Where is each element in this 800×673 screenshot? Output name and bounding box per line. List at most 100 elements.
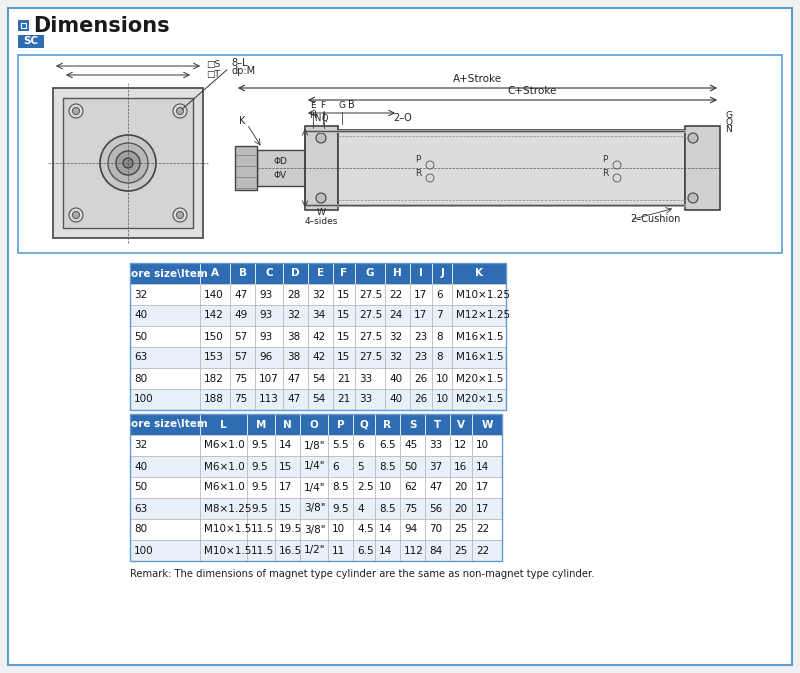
- Text: 42: 42: [312, 332, 326, 341]
- Bar: [353, 477, 375, 498]
- Text: 57: 57: [234, 332, 247, 341]
- Text: 21: 21: [337, 374, 350, 384]
- Text: dp:M: dp:M: [231, 66, 255, 76]
- Text: 93: 93: [259, 289, 272, 299]
- Bar: [425, 477, 450, 498]
- Text: 14: 14: [379, 546, 392, 555]
- Bar: [308, 284, 333, 305]
- Text: 3/8": 3/8": [304, 503, 326, 513]
- Bar: [400, 414, 425, 435]
- Bar: [130, 540, 200, 561]
- Text: 84: 84: [429, 546, 442, 555]
- Text: B: B: [238, 269, 246, 279]
- Text: A+Stroke: A+Stroke: [453, 74, 502, 84]
- Text: 6: 6: [436, 289, 442, 299]
- Bar: [63, 98, 193, 228]
- Bar: [452, 284, 506, 305]
- Text: N: N: [725, 125, 732, 134]
- Bar: [130, 305, 200, 326]
- Text: O: O: [310, 419, 318, 429]
- Text: B: B: [348, 100, 354, 110]
- Circle shape: [69, 104, 83, 118]
- Circle shape: [100, 135, 156, 191]
- Bar: [305, 126, 338, 210]
- Bar: [130, 435, 200, 456]
- Text: 47: 47: [287, 394, 300, 404]
- Text: 7: 7: [436, 310, 442, 320]
- Text: 8: 8: [436, 353, 442, 363]
- Text: M10×1.5: M10×1.5: [204, 524, 251, 534]
- Text: 22: 22: [389, 289, 402, 299]
- Bar: [432, 347, 452, 368]
- Bar: [472, 498, 502, 519]
- Bar: [200, 519, 247, 540]
- Text: 142: 142: [204, 310, 224, 320]
- Text: 47: 47: [429, 483, 442, 493]
- Text: 25: 25: [454, 546, 467, 555]
- Bar: [200, 414, 247, 435]
- Bar: [21, 23, 26, 28]
- Bar: [235, 146, 257, 190]
- Circle shape: [177, 211, 183, 219]
- Bar: [275, 540, 300, 561]
- Text: 17: 17: [476, 503, 490, 513]
- Bar: [400, 498, 425, 519]
- Text: 23: 23: [414, 332, 427, 341]
- Text: ΦD: ΦD: [273, 157, 287, 166]
- Text: 37: 37: [429, 462, 442, 472]
- Circle shape: [123, 158, 133, 168]
- Text: 5: 5: [357, 462, 364, 472]
- Text: 49: 49: [234, 310, 247, 320]
- Text: 14: 14: [476, 462, 490, 472]
- Bar: [283, 263, 308, 284]
- Bar: [472, 414, 502, 435]
- Circle shape: [173, 104, 187, 118]
- Bar: [275, 414, 300, 435]
- Text: 32: 32: [389, 353, 402, 363]
- Bar: [452, 347, 506, 368]
- Bar: [130, 456, 200, 477]
- Text: 47: 47: [234, 289, 247, 299]
- Text: 19.5: 19.5: [279, 524, 302, 534]
- Bar: [333, 326, 355, 347]
- Bar: [328, 435, 353, 456]
- Bar: [283, 389, 308, 410]
- Text: M16×1.5: M16×1.5: [456, 353, 503, 363]
- Text: 9.5: 9.5: [251, 483, 268, 493]
- Bar: [375, 477, 400, 498]
- Bar: [328, 456, 353, 477]
- Bar: [355, 284, 385, 305]
- Bar: [450, 456, 472, 477]
- Text: 12: 12: [454, 441, 467, 450]
- Bar: [247, 498, 275, 519]
- Bar: [255, 263, 283, 284]
- Bar: [200, 435, 247, 456]
- Text: 11: 11: [332, 546, 346, 555]
- Text: □S: □S: [206, 61, 220, 69]
- Bar: [328, 519, 353, 540]
- Bar: [425, 414, 450, 435]
- Text: D: D: [291, 269, 300, 279]
- Text: Q: Q: [322, 114, 328, 123]
- Bar: [375, 540, 400, 561]
- Text: M8×1.25: M8×1.25: [204, 503, 251, 513]
- Bar: [200, 477, 247, 498]
- Text: 33: 33: [359, 374, 372, 384]
- Text: 15: 15: [337, 353, 350, 363]
- Text: 100: 100: [134, 394, 154, 404]
- Text: H: H: [310, 111, 316, 120]
- Text: 70: 70: [429, 524, 442, 534]
- Bar: [410, 326, 432, 347]
- Text: 20: 20: [454, 483, 467, 493]
- Text: 6: 6: [332, 462, 338, 472]
- Bar: [200, 326, 230, 347]
- Bar: [355, 368, 385, 389]
- Text: L: L: [220, 419, 227, 429]
- Bar: [257, 150, 305, 186]
- Text: M12×1.25: M12×1.25: [456, 310, 510, 320]
- Text: 22: 22: [476, 524, 490, 534]
- Text: □T: □T: [206, 69, 220, 79]
- Bar: [255, 284, 283, 305]
- Bar: [410, 263, 432, 284]
- Bar: [275, 456, 300, 477]
